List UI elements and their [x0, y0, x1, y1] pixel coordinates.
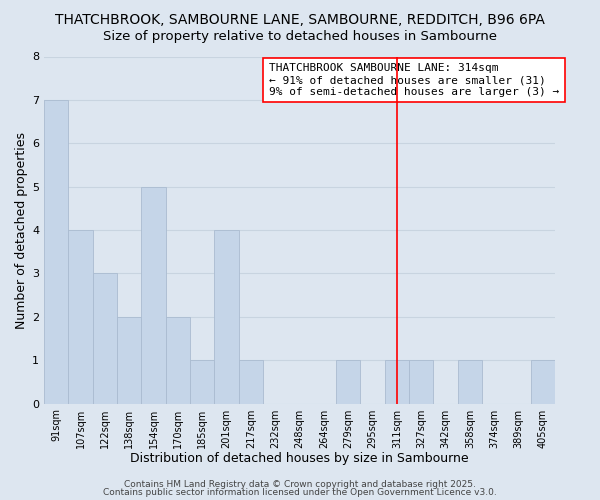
Y-axis label: Number of detached properties: Number of detached properties — [15, 132, 28, 328]
Bar — [531, 360, 555, 404]
Bar — [385, 360, 409, 404]
Bar — [166, 317, 190, 404]
Bar — [68, 230, 93, 404]
Bar — [458, 360, 482, 404]
Bar — [336, 360, 361, 404]
Bar — [117, 317, 142, 404]
Bar — [142, 186, 166, 404]
Text: Size of property relative to detached houses in Sambourne: Size of property relative to detached ho… — [103, 30, 497, 43]
Bar — [214, 230, 239, 404]
X-axis label: Distribution of detached houses by size in Sambourne: Distribution of detached houses by size … — [130, 452, 469, 465]
Bar — [190, 360, 214, 404]
Text: Contains public sector information licensed under the Open Government Licence v3: Contains public sector information licen… — [103, 488, 497, 497]
Text: THATCHBROOK SAMBOURNE LANE: 314sqm
← 91% of detached houses are smaller (31)
9% : THATCHBROOK SAMBOURNE LANE: 314sqm ← 91%… — [269, 64, 559, 96]
Bar — [409, 360, 433, 404]
Bar — [44, 100, 68, 404]
Bar — [93, 274, 117, 404]
Text: Contains HM Land Registry data © Crown copyright and database right 2025.: Contains HM Land Registry data © Crown c… — [124, 480, 476, 489]
Text: THATCHBROOK, SAMBOURNE LANE, SAMBOURNE, REDDITCH, B96 6PA: THATCHBROOK, SAMBOURNE LANE, SAMBOURNE, … — [55, 12, 545, 26]
Bar — [239, 360, 263, 404]
